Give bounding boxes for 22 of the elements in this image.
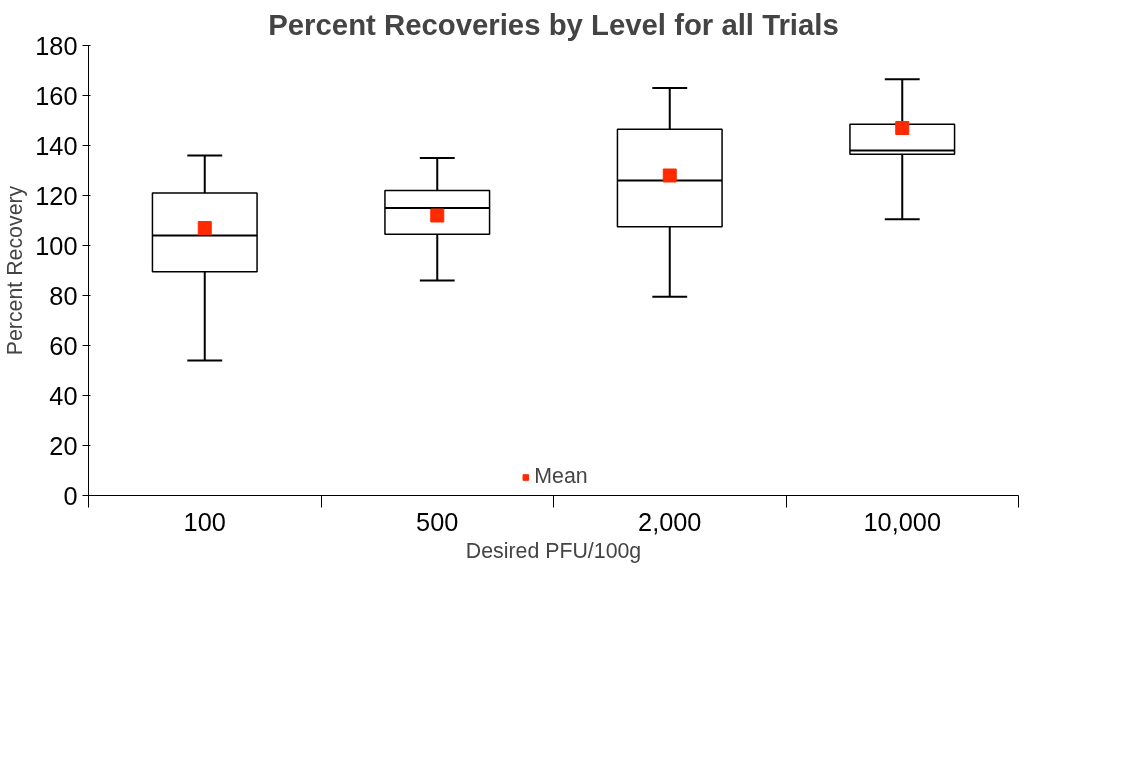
y-tick-label: 140 xyxy=(35,131,78,160)
y-tick-label: 60 xyxy=(49,331,78,360)
x-tick-label: 10,000 xyxy=(863,507,941,536)
chart-title: Percent Recoveries by Level for all Trials xyxy=(268,7,839,41)
x-axis-title: Desired PFU/100g xyxy=(465,538,642,563)
y-tick-label: 120 xyxy=(35,181,78,210)
y-tick-label: 40 xyxy=(49,381,78,410)
y-axis-title: Percent Recovery xyxy=(3,185,28,356)
point xyxy=(197,221,212,235)
point xyxy=(895,121,910,135)
y-tick-label: 180 xyxy=(35,31,78,60)
y-tick-label: 100 xyxy=(35,231,78,260)
point xyxy=(430,208,445,223)
y-tick-label: 20 xyxy=(49,431,78,460)
y-tick-label: 80 xyxy=(49,281,78,310)
point xyxy=(662,168,677,183)
x-tick-label: 100 xyxy=(183,507,226,536)
x-tick-label: 500 xyxy=(416,507,459,536)
legend-label: Mean xyxy=(534,464,588,489)
x-tick-label: 2,000 xyxy=(638,507,702,536)
y-tick-label: 0 xyxy=(63,481,78,510)
y-tick-label: 160 xyxy=(35,81,78,110)
